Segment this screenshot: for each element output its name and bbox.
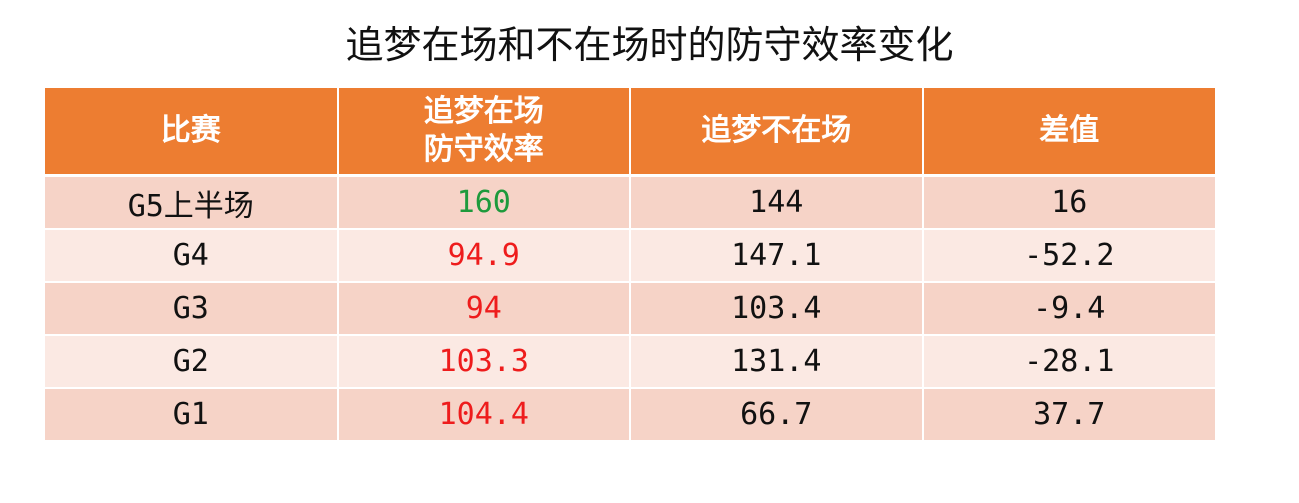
title: 追梦在场和不在场时的防守效率变化: [345, 25, 954, 67]
table-row: G4 94.9 147.1 -52.2: [45, 229, 1215, 283]
table-header: 比赛 追梦在场 防守效率 追梦不在场 差值: [45, 88, 1215, 177]
table-cell: -28.1: [922, 335, 1215, 389]
table-cell: 144: [630, 175, 924, 230]
table-cell: 16: [922, 175, 1215, 230]
table-row: G1 104.4 66.7 37.7: [45, 388, 1215, 442]
table-cell: 131.4: [630, 335, 924, 389]
header-cell: 差值: [922, 88, 1215, 177]
table-cell: G2: [45, 335, 339, 389]
table-cell: 147.1: [630, 229, 924, 283]
table-cell: 37.7: [922, 388, 1215, 442]
table-row: G3 94 103.4 -9.4: [45, 282, 1215, 336]
table-cell: 104.4: [337, 388, 631, 442]
table-cell: 160: [337, 175, 631, 230]
table-cell: G1: [45, 388, 339, 442]
header-cell: 比赛: [45, 88, 339, 177]
table: 比赛 追梦在场 防守效率 追梦不在场 差值 G5上半场 160 144 16 G4 94.9 14…: [45, 88, 1215, 442]
table-cell: 94: [337, 282, 631, 336]
header-cell: 追梦在场 防守效率: [337, 88, 631, 177]
table-row: G2 103.3 131.4 -28.1: [45, 335, 1215, 389]
table-cell: G3: [45, 282, 339, 336]
table-cell: G4: [45, 229, 339, 283]
table-cell: -52.2: [922, 229, 1215, 283]
header-cell: 追梦不在场: [630, 88, 924, 177]
table-cell: 103.3: [337, 335, 631, 389]
table-body: G5上半场 160 144 16 G4 94.9 147.1 -52.2 G3 94 103.4 -9…: [45, 175, 1215, 442]
header-row: 比赛 追梦在场 防守效率 追梦不在场 差值: [45, 88, 1215, 177]
table-cell: G5上半场: [45, 175, 339, 230]
table-cell: 94.9: [337, 229, 631, 283]
table-cell: 103.4: [630, 282, 924, 336]
table-row: G5上半场 160 144 16: [45, 175, 1215, 230]
table-cell: 66.7: [630, 388, 924, 442]
table-cell: -9.4: [922, 282, 1215, 336]
